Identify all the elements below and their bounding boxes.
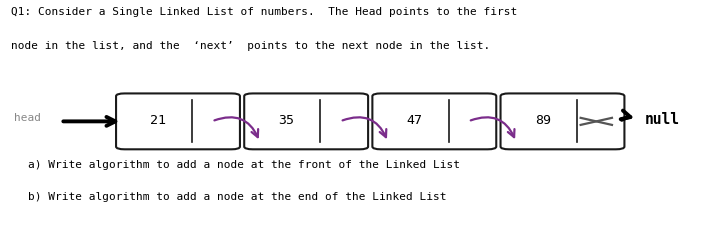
Text: 47: 47: [407, 114, 423, 127]
Text: null: null: [644, 112, 679, 127]
FancyBboxPatch shape: [116, 93, 240, 149]
FancyBboxPatch shape: [244, 93, 368, 149]
Text: Q1: Consider a Single Linked List of numbers.  The Head points to the first: Q1: Consider a Single Linked List of num…: [11, 7, 517, 17]
Text: 35: 35: [278, 114, 295, 127]
Text: node in the list, and the  ‘next’  points to the next node in the list.: node in the list, and the ‘next’ points …: [11, 41, 490, 51]
Text: b) Write algorithm to add a node at the end of the Linked List: b) Write algorithm to add a node at the …: [28, 192, 447, 202]
Text: a) Write algorithm to add a node at the front of the Linked List: a) Write algorithm to add a node at the …: [28, 160, 461, 170]
FancyBboxPatch shape: [501, 93, 624, 149]
FancyBboxPatch shape: [372, 93, 496, 149]
Text: 89: 89: [535, 114, 551, 127]
Text: 21: 21: [150, 114, 167, 127]
Text: head: head: [14, 113, 41, 123]
